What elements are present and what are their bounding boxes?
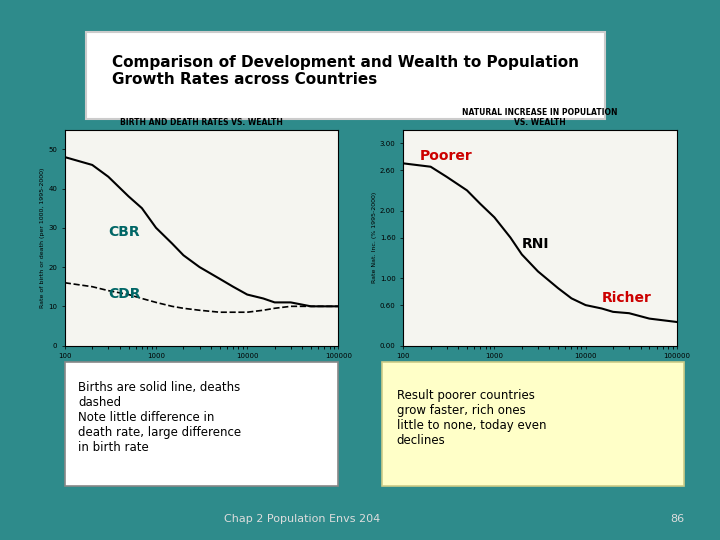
Text: Chap 2 Population Envs 204: Chap 2 Population Envs 204 xyxy=(224,514,381,524)
X-axis label: Per capita GNP ($, 1995): Per capita GNP ($, 1995) xyxy=(492,362,588,371)
FancyBboxPatch shape xyxy=(382,362,684,486)
FancyBboxPatch shape xyxy=(86,32,605,119)
X-axis label: Per capita GNP ($, 1995): Per capita GNP ($, 1995) xyxy=(154,362,249,371)
Title: NATURAL INCREASE IN POPULATION
VS. WEALTH: NATURAL INCREASE IN POPULATION VS. WEALT… xyxy=(462,108,618,127)
Text: Richer: Richer xyxy=(602,291,652,305)
Text: Poorer: Poorer xyxy=(419,149,472,163)
Text: CBR: CBR xyxy=(108,225,140,239)
Text: Births are solid line, deaths
dashed
Note little difference in
death rate, large: Births are solid line, deaths dashed Not… xyxy=(78,381,242,454)
Text: 86: 86 xyxy=(670,514,684,524)
Y-axis label: Rate Nat. Inc. (% 1995-2000): Rate Nat. Inc. (% 1995-2000) xyxy=(372,192,377,283)
Text: CDR: CDR xyxy=(108,287,141,301)
Text: Result poorer countries
grow faster, rich ones
little to none, today even
declin: Result poorer countries grow faster, ric… xyxy=(397,389,546,447)
Text: Comparison of Development and Wealth to Population
Growth Rates across Countries: Comparison of Development and Wealth to … xyxy=(112,55,580,87)
FancyBboxPatch shape xyxy=(65,362,338,486)
Text: RNI: RNI xyxy=(522,237,549,251)
Title: BIRTH AND DEATH RATES VS. WEALTH: BIRTH AND DEATH RATES VS. WEALTH xyxy=(120,118,283,127)
Y-axis label: Rate of birth or death (per 1000, 1995-2000): Rate of birth or death (per 1000, 1995-2… xyxy=(40,167,45,308)
